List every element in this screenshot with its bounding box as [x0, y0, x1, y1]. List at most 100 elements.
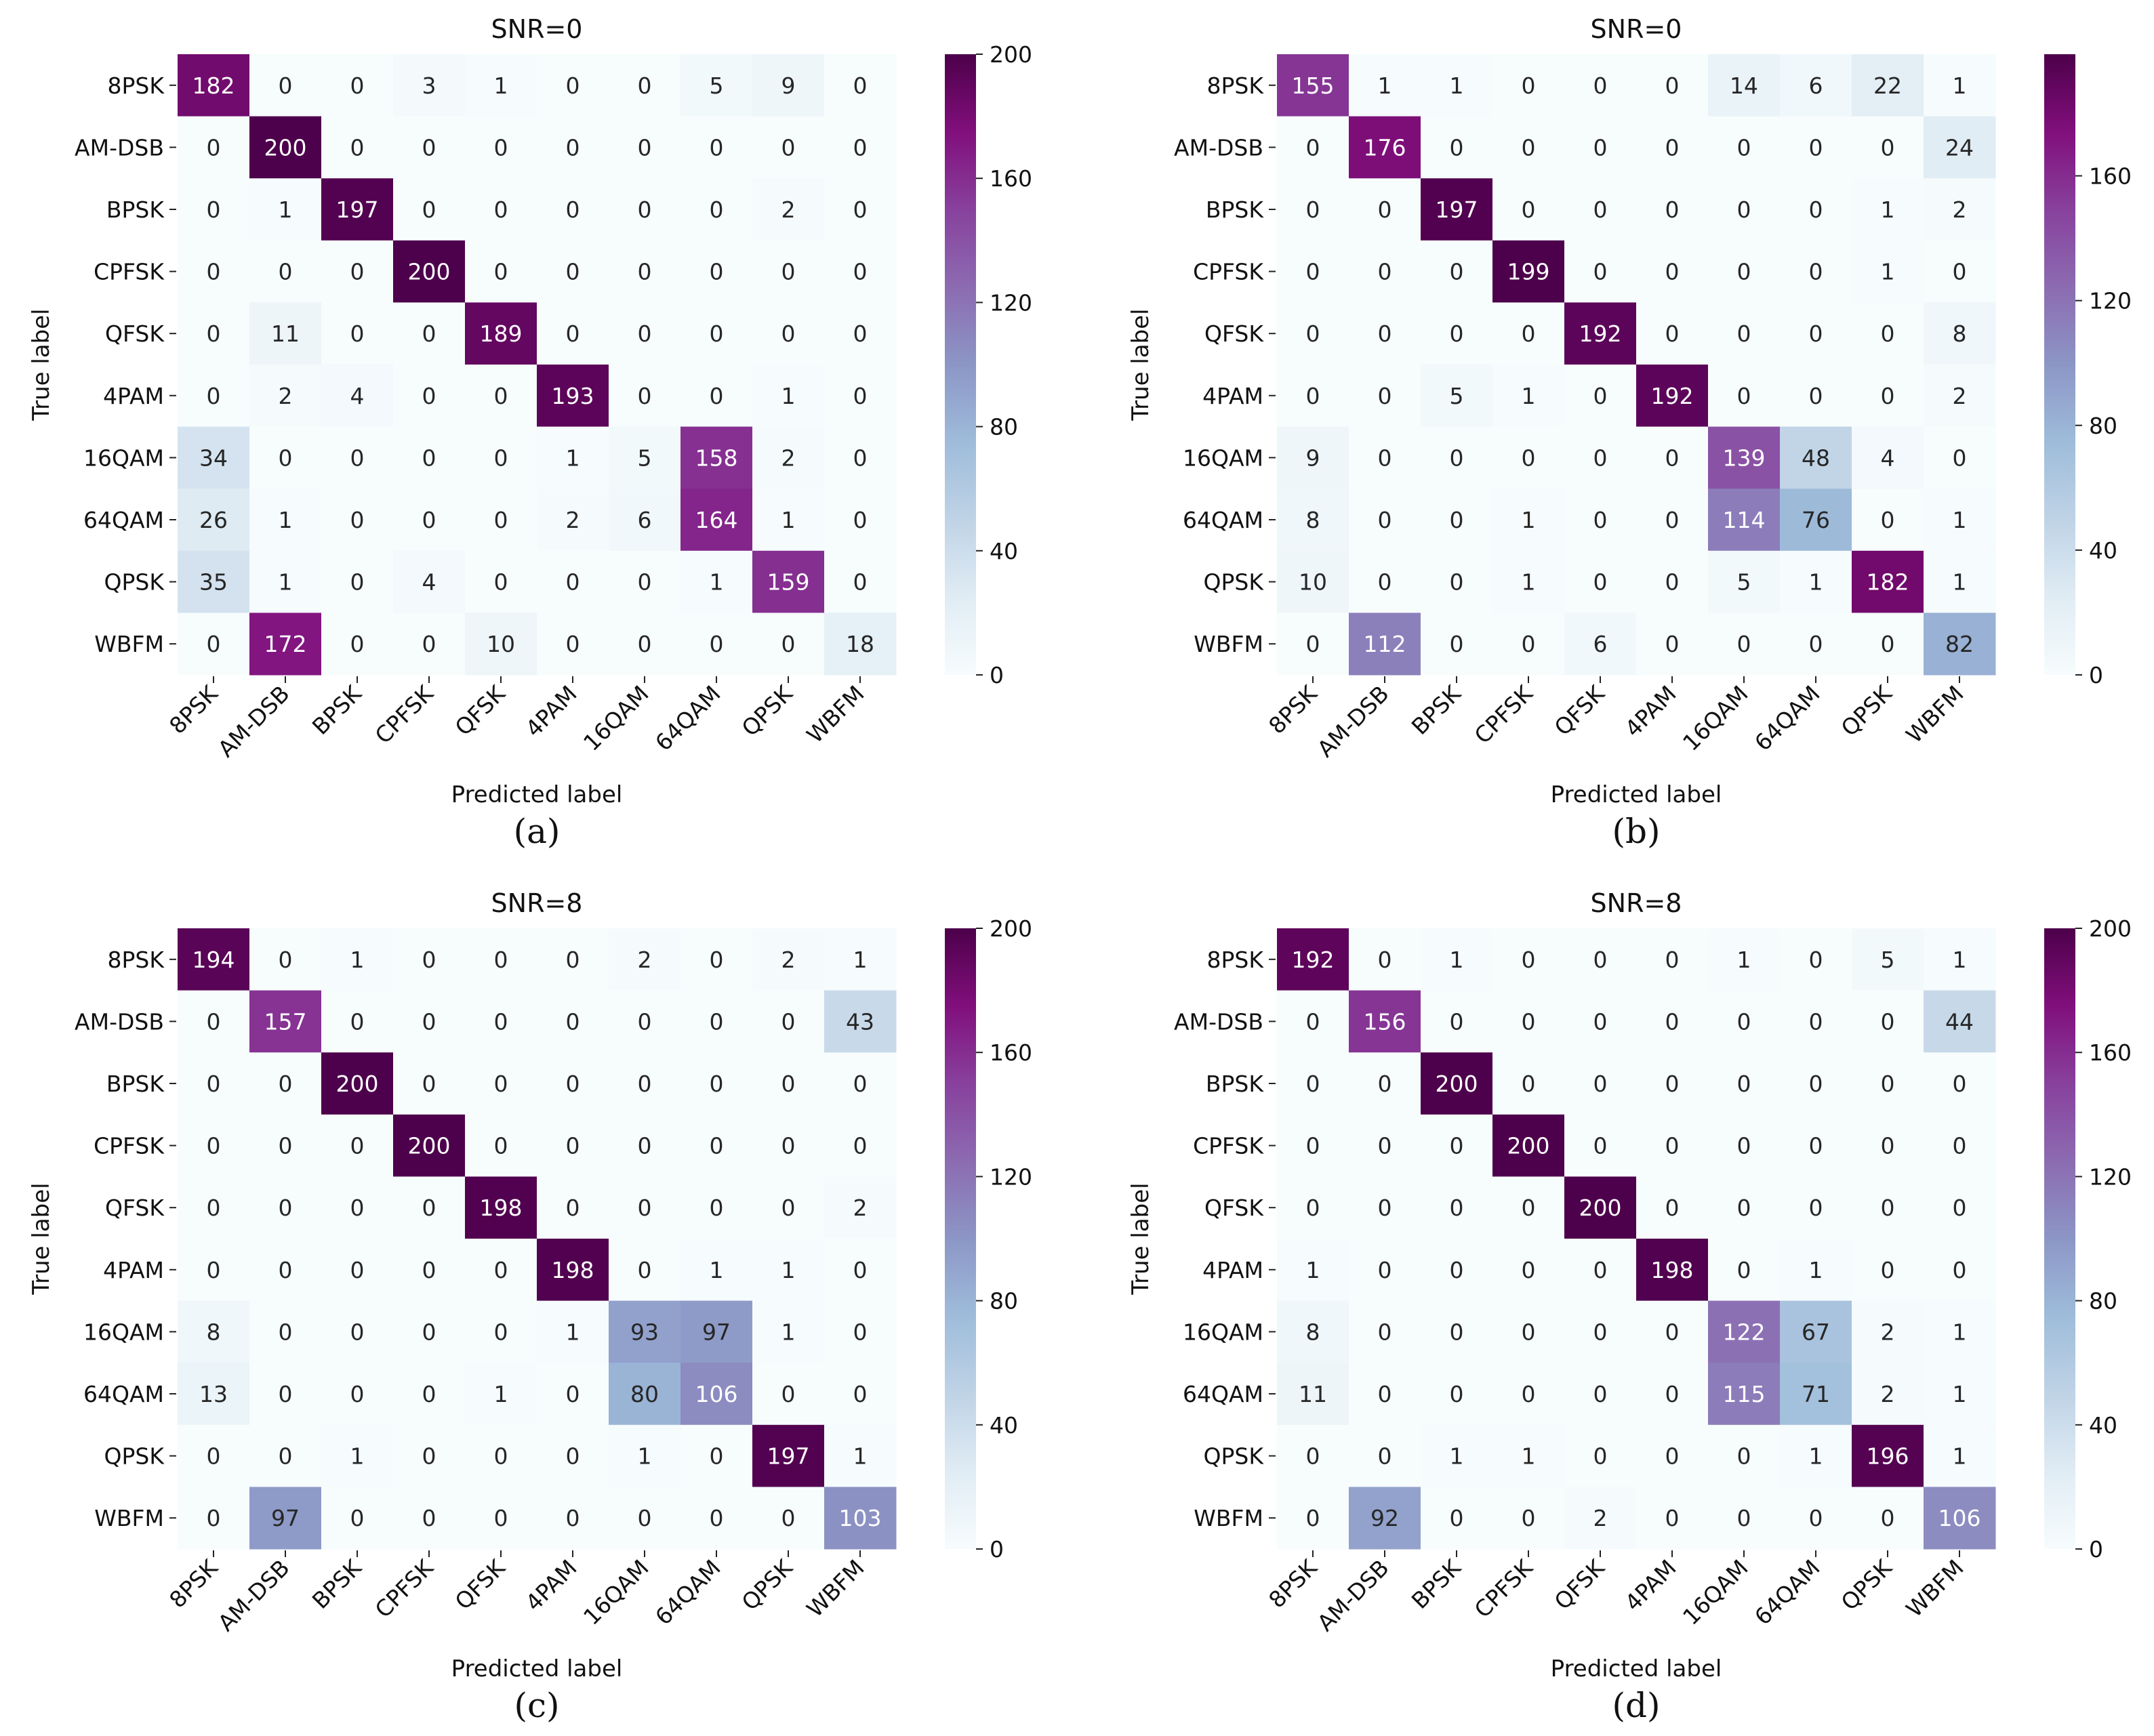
heatmap-cell	[609, 240, 681, 303]
cell-value: 0	[350, 1505, 365, 1531]
heatmap-cell	[1349, 489, 1421, 552]
heatmap-cell	[1492, 240, 1565, 303]
cell-value: 2	[1593, 1505, 1608, 1531]
y-axis-label: True label	[28, 308, 55, 421]
heatmap-cell	[1277, 1363, 1349, 1426]
heatmap-cell	[1564, 240, 1637, 303]
heatmap-cell	[1349, 550, 1421, 613]
heatmap-cell	[1924, 1363, 1996, 1426]
heatmap-cell	[537, 1239, 609, 1302]
y-tick-label: 8PSK	[108, 947, 165, 973]
heatmap-cell	[609, 1239, 681, 1302]
cell-value: 0	[1450, 1195, 1464, 1221]
cell-value: 0	[1953, 1257, 1967, 1283]
heatmap-cell	[609, 613, 681, 676]
cell-value: 0	[1306, 321, 1320, 347]
heatmap-cell	[1564, 1424, 1637, 1487]
heatmap-cell	[1780, 613, 1852, 676]
cell-value: 0	[853, 507, 868, 533]
heatmap-cell	[680, 178, 753, 241]
heatmap-cell	[321, 1487, 394, 1550]
heatmap-cell	[249, 365, 322, 428]
cell-value: 1	[350, 1443, 365, 1470]
colorbar-tick-label: 80	[990, 414, 1018, 440]
cell-value: 0	[422, 1008, 436, 1035]
heatmap-cell	[178, 1176, 250, 1239]
cell-value: 0	[710, 321, 724, 347]
heatmap-cell	[465, 365, 537, 428]
heatmap-cell	[1708, 928, 1781, 991]
heatmap-cell	[1564, 1176, 1637, 1239]
cell-value: 0	[1450, 134, 1464, 161]
heatmap-cell	[680, 302, 753, 365]
cell-value: 0	[1665, 569, 1680, 596]
cell-value: 176	[1364, 134, 1406, 161]
cell-value: 0	[1306, 1008, 1320, 1035]
cell-value: 0	[566, 1443, 580, 1470]
cell-value: 0	[350, 1195, 365, 1221]
cell-value: 93	[630, 1319, 659, 1345]
x-tick-label: QFSK	[1549, 680, 1610, 741]
y-tick-label: QPSK	[1204, 1443, 1265, 1470]
y-tick-label: QFSK	[1204, 1195, 1264, 1221]
cell-value: 0	[1665, 1443, 1680, 1470]
cell-value: 1	[494, 73, 508, 99]
heatmap-cell	[465, 54, 537, 117]
y-axis-label: True label	[1127, 1182, 1154, 1295]
cell-value: 5	[1881, 947, 1895, 973]
heatmap-cell	[1780, 365, 1852, 428]
cell-value: 0	[1953, 1195, 1967, 1221]
heatmap-cell	[1924, 365, 1996, 428]
heatmap-cell	[1421, 426, 1493, 489]
cell-value: 0	[1522, 1505, 1536, 1531]
y-tick-label: BPSK	[1206, 197, 1264, 223]
cell-value: 0	[1378, 947, 1392, 973]
heatmap-cell	[824, 1114, 897, 1177]
cell-value: 1	[781, 383, 796, 409]
cell-value: 196	[1867, 1443, 1909, 1470]
cell-value: 0	[1450, 1381, 1464, 1407]
cell-value: 1	[279, 197, 293, 223]
heatmap-cell	[1780, 116, 1852, 179]
cell-value: 2	[279, 383, 293, 409]
heatmap-cell	[1708, 54, 1781, 117]
heatmap-cell	[1564, 302, 1637, 365]
heatmap-cell	[1924, 1114, 1996, 1177]
cell-value: 0	[350, 1381, 365, 1407]
heatmap-cell	[1421, 489, 1493, 552]
cell-value: 0	[422, 383, 436, 409]
heatmap-cell	[824, 116, 897, 179]
heatmap-cell	[465, 1239, 537, 1302]
cell-value: 2	[1881, 1319, 1895, 1345]
x-tick-label: WBFM	[1901, 1554, 1968, 1622]
cell-value: 0	[781, 321, 796, 347]
heatmap-cell	[1852, 1424, 1924, 1487]
heatmap-cell	[1492, 1300, 1565, 1363]
heatmap-cell	[393, 990, 466, 1053]
heatmap-cell	[178, 54, 250, 117]
cell-value: 192	[1579, 321, 1622, 347]
cell-value: 0	[350, 445, 365, 471]
heatmap-cell	[1924, 928, 1996, 991]
colorbar-tick-label: 120	[990, 289, 1032, 316]
heatmap-cell	[752, 426, 825, 489]
y-tick-label: 4PAM	[1202, 383, 1263, 409]
heatmap-cell	[249, 1363, 322, 1426]
heatmap-cell	[1421, 1300, 1493, 1363]
cell-value: 0	[1881, 321, 1895, 347]
heatmap-cell	[1421, 302, 1493, 365]
y-tick-label: AM-DSB	[1174, 134, 1263, 161]
colorbar-tick-label: 0	[2089, 662, 2103, 688]
cell-value: 1	[350, 947, 365, 973]
cell-value: 10	[1299, 569, 1327, 596]
cell-value: 0	[350, 631, 365, 657]
heatmap-cell	[1852, 1052, 1924, 1115]
cell-value: 198	[552, 1257, 594, 1283]
cell-value: 8	[1953, 321, 1967, 347]
cell-value: 103	[839, 1505, 882, 1531]
cell-value: 1	[279, 569, 293, 596]
cell-value: 0	[1378, 1319, 1392, 1345]
cell-value: 5	[1450, 383, 1464, 409]
